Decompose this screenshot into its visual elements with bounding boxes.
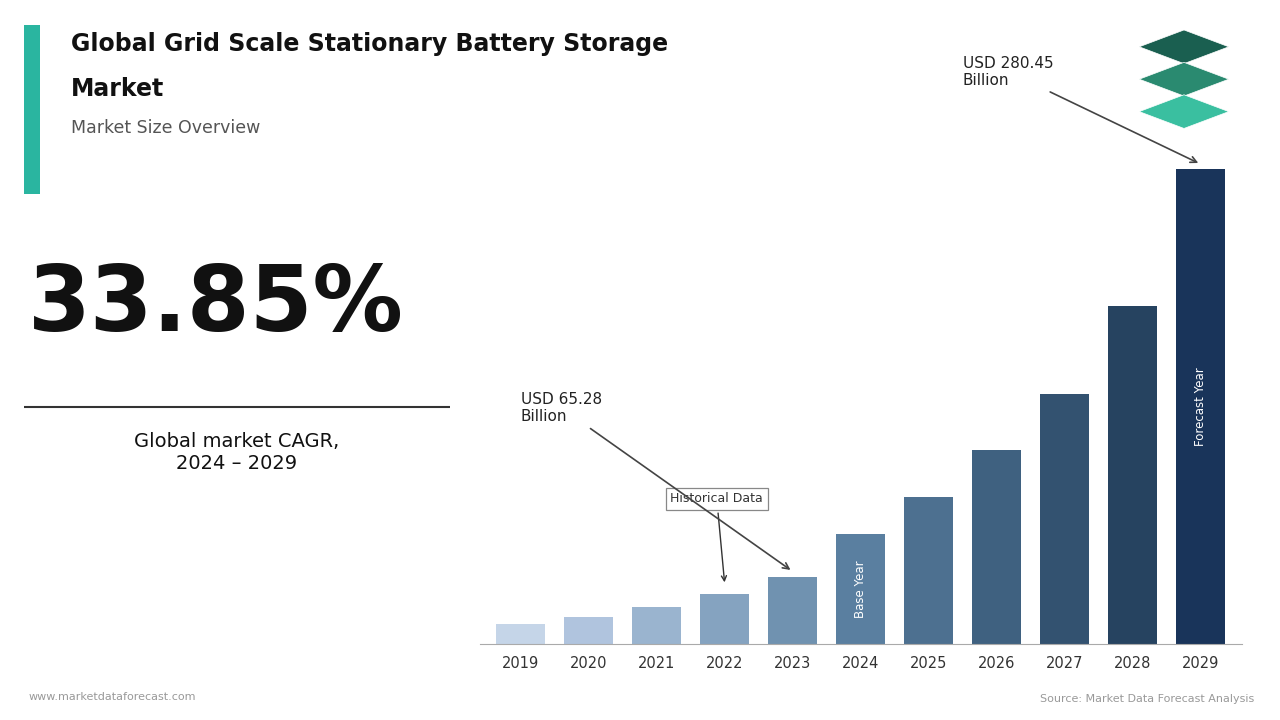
Bar [973,449,1021,644]
Polygon shape [1139,30,1229,63]
Text: Market Size Overview: Market Size Overview [72,119,260,137]
Bar [836,534,886,644]
Text: www.marketdataforecast.com: www.marketdataforecast.com [28,692,196,702]
Bar [497,624,545,644]
Bar [24,25,40,194]
Text: Base Year: Base Year [854,560,868,618]
Bar [700,593,749,644]
Text: Global market CAGR,
2024 – 2029: Global market CAGR, 2024 – 2029 [134,432,339,473]
Bar [768,577,818,644]
Text: Market: Market [72,77,164,101]
Polygon shape [1139,95,1229,128]
Text: Forecast Year: Forecast Year [1194,367,1207,446]
Text: Historical Data: Historical Data [671,492,763,581]
Text: 33.85%: 33.85% [28,262,404,350]
Bar [1041,394,1089,644]
Bar [1108,305,1157,644]
Text: USD 65.28
Billion: USD 65.28 Billion [521,392,788,569]
Bar [1176,169,1225,644]
Bar [904,497,954,644]
Bar [632,607,681,644]
Bar [564,617,613,644]
Polygon shape [1139,63,1229,96]
Text: Source: Market Data Forecast Analysis: Source: Market Data Forecast Analysis [1041,694,1254,704]
Text: Global Grid Scale Stationary Battery Storage: Global Grid Scale Stationary Battery Sto… [72,32,668,56]
Text: USD 280.45
Billion: USD 280.45 Billion [963,55,1197,162]
